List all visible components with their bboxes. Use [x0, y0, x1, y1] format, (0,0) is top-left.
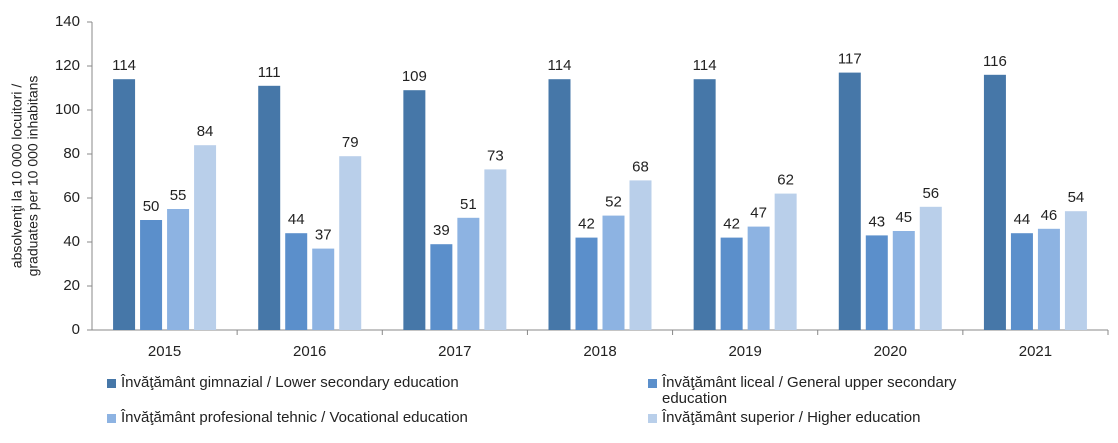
legend-swatch — [107, 379, 116, 388]
bar — [339, 156, 362, 330]
plot: 0 20 40 60 80 100 120 140 absolvenţi la 10 000 l… — [9, 13, 1109, 360]
y-tick-label: 60 — [63, 189, 80, 206]
value-label: 114 — [548, 57, 572, 74]
value-label: 45 — [895, 209, 912, 226]
value-label: 109 — [402, 68, 427, 85]
value-label: 114 — [693, 57, 717, 74]
value-label: 79 — [342, 134, 359, 151]
bar — [167, 209, 190, 330]
bar — [403, 90, 426, 330]
bar — [1037, 228, 1060, 330]
value-label: 68 — [632, 158, 649, 175]
bar — [720, 237, 743, 330]
legend-entry: Învăţământ superior / Higher education — [648, 410, 1118, 426]
legend-label: Învăţământ gimnazial / Lower secondary e… — [121, 374, 459, 391]
bar — [548, 79, 571, 330]
bar — [457, 217, 480, 330]
value-label: 37 — [315, 227, 332, 244]
legend-swatch — [648, 379, 657, 388]
value-label: 44 — [288, 211, 305, 228]
legend-entry: Învăţământ gimnazial / Lower secondary e… — [107, 375, 591, 391]
value-label: 44 — [1014, 211, 1031, 228]
legend-label: Învăţământ superior / Higher education — [662, 409, 921, 426]
bar — [892, 231, 915, 330]
value-label: 84 — [197, 123, 214, 140]
value-label: 114 — [112, 57, 136, 74]
x-tick-label: 2016 — [293, 343, 326, 360]
value-label: 42 — [578, 216, 595, 233]
value-label: 51 — [460, 196, 477, 213]
y-tick-label: 20 — [63, 277, 80, 294]
value-label: 117 — [838, 51, 862, 68]
y-tick-label: 100 — [55, 101, 80, 118]
bar — [838, 72, 861, 330]
value-label: 111 — [258, 64, 281, 81]
y-tick-label: 120 — [55, 57, 80, 74]
x-tick-label: 2019 — [728, 343, 761, 360]
bar — [1064, 211, 1087, 330]
bar — [285, 233, 308, 330]
value-label: 47 — [750, 205, 767, 222]
bar — [919, 206, 942, 330]
x-tick-label: 2021 — [1019, 343, 1052, 360]
y-axis-label: graduates per 10 000 inhabitans — [25, 76, 41, 277]
value-label: 39 — [433, 222, 450, 239]
value-label: 62 — [777, 172, 794, 189]
value-label: 50 — [143, 198, 160, 215]
value-label: 52 — [605, 194, 622, 211]
bar — [774, 193, 797, 330]
value-label: 56 — [922, 185, 939, 202]
bar — [983, 74, 1006, 330]
y-axis-label: absolvenţi la 10 000 locuitori / — [9, 84, 25, 269]
x-tick-label: 2015 — [148, 343, 181, 360]
bar — [140, 220, 163, 330]
bar — [1010, 233, 1033, 330]
bar — [602, 215, 625, 330]
value-label: 42 — [723, 216, 740, 233]
bar — [629, 180, 652, 330]
bar — [575, 237, 598, 330]
bar — [194, 145, 217, 330]
bar — [430, 244, 453, 330]
x-tick-label: 2017 — [438, 343, 471, 360]
bar — [258, 85, 281, 330]
bar — [113, 79, 136, 330]
bar — [693, 79, 716, 330]
value-label: 55 — [170, 187, 187, 204]
legend-swatch — [107, 414, 116, 423]
value-label: 54 — [1068, 189, 1085, 206]
bar — [484, 169, 507, 330]
x-tick-label: 2020 — [874, 343, 907, 360]
legend-entry: Învăţământ liceal / General upper second… — [648, 375, 982, 407]
value-label: 43 — [868, 213, 885, 230]
legend-label: Învăţământ liceal / General upper second… — [662, 374, 957, 407]
y-tick-label: 40 — [63, 233, 80, 250]
x-tick-label: 2018 — [583, 343, 616, 360]
value-label: 116 — [983, 53, 1007, 70]
bar — [312, 248, 335, 330]
bar — [865, 235, 888, 330]
value-label: 46 — [1041, 207, 1058, 224]
legend-swatch — [648, 414, 657, 423]
legend-label: Învăţământ profesional tehnic / Vocation… — [121, 409, 468, 426]
y-tick-label: 140 — [55, 13, 80, 30]
legend-entry: Învăţământ profesional tehnic / Vocation… — [107, 410, 591, 426]
y-tick-label: 80 — [63, 145, 80, 162]
y-tick-label: 0 — [72, 321, 80, 338]
value-label: 73 — [487, 147, 504, 164]
bar — [747, 226, 770, 330]
